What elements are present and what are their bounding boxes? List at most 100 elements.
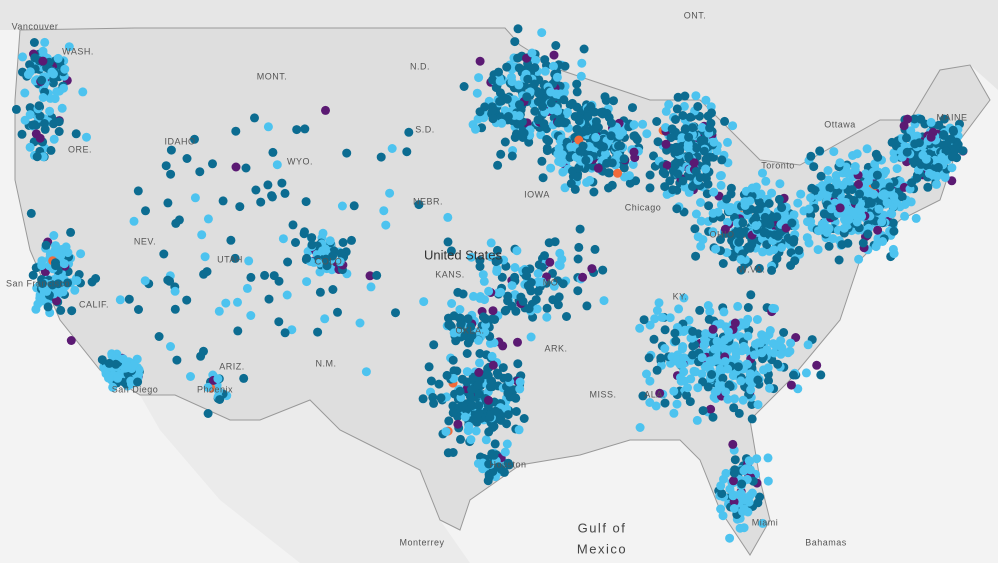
- location-dot: [385, 188, 395, 198]
- location-dot: [699, 146, 709, 156]
- location-dot: [619, 154, 629, 164]
- location-dot: [645, 183, 655, 193]
- location-dot: [751, 339, 760, 349]
- location-dot: [809, 162, 819, 172]
- location-dot: [531, 55, 541, 65]
- location-dot: [34, 101, 44, 111]
- state-label: OKLA.: [455, 325, 484, 335]
- location-dot: [753, 400, 763, 410]
- location-dot: [549, 50, 559, 60]
- location-dot: [708, 208, 718, 218]
- location-dot: [190, 193, 200, 203]
- location-dot: [475, 349, 485, 358]
- location-dot: [810, 185, 820, 195]
- location-dot: [900, 211, 910, 221]
- location-dot: [203, 214, 213, 224]
- location-dot: [826, 204, 836, 214]
- state-label: ALA.: [644, 389, 666, 399]
- location-dot: [129, 216, 139, 226]
- location-dot: [757, 348, 767, 358]
- location-dot: [660, 344, 670, 353]
- location-dot: [546, 163, 556, 173]
- location-dot: [52, 296, 61, 306]
- location-dot: [570, 184, 580, 194]
- location-dot: [923, 182, 933, 192]
- location-dot: [902, 147, 912, 157]
- location-dot: [387, 144, 397, 153]
- city-label: Chicago: [625, 202, 662, 212]
- location-dot: [251, 185, 261, 195]
- location-dot: [941, 146, 951, 156]
- location-dot: [944, 135, 954, 145]
- location-dot: [221, 298, 231, 308]
- location-dot: [730, 228, 740, 238]
- location-dot: [802, 233, 812, 243]
- location-dot: [537, 277, 547, 287]
- location-dot: [764, 376, 773, 386]
- location-dot: [542, 303, 552, 313]
- location-dot: [649, 151, 658, 161]
- location-dot: [492, 245, 502, 255]
- location-dot: [828, 234, 838, 244]
- location-dot: [29, 120, 39, 130]
- location-dot: [170, 286, 180, 296]
- location-dot: [740, 197, 750, 207]
- location-dot: [469, 291, 478, 301]
- location-dot: [812, 360, 822, 370]
- location-dot: [328, 285, 338, 294]
- location-dot: [897, 192, 907, 202]
- location-dot: [729, 468, 739, 478]
- location-dot: [932, 171, 942, 181]
- location-dot: [104, 358, 114, 368]
- location-dot: [480, 327, 490, 337]
- location-dot: [903, 114, 912, 124]
- location-dot: [754, 263, 764, 273]
- location-dot: [538, 173, 548, 183]
- location-dot: [577, 58, 587, 68]
- location-dot: [244, 256, 254, 266]
- location-dot: [455, 313, 465, 323]
- location-dot: [418, 394, 428, 404]
- location-dot: [503, 291, 513, 301]
- location-dot: [736, 265, 746, 275]
- location-dot: [667, 124, 677, 134]
- location-dot: [458, 401, 468, 411]
- location-dot: [709, 137, 719, 147]
- location-dot: [786, 380, 796, 390]
- location-dot: [277, 178, 287, 188]
- location-dot: [877, 217, 887, 227]
- location-dot: [683, 383, 692, 393]
- location-dot: [49, 231, 59, 240]
- location-dot: [687, 333, 697, 343]
- location-dot: [863, 229, 873, 239]
- location-dot: [436, 393, 446, 403]
- location-dot: [25, 110, 35, 120]
- location-dot: [708, 324, 718, 334]
- state-label: COLO.: [315, 256, 346, 266]
- location-dot: [28, 270, 38, 280]
- location-dot: [76, 249, 86, 259]
- location-dot: [752, 315, 762, 324]
- location-dot: [447, 299, 457, 308]
- location-dot: [701, 154, 711, 164]
- location-dot: [482, 370, 492, 380]
- location-dot: [737, 479, 747, 489]
- location-dot: [642, 369, 651, 379]
- location-dot: [660, 325, 670, 335]
- location-dot: [260, 270, 270, 280]
- location-dot: [720, 344, 730, 354]
- location-dot: [764, 330, 774, 340]
- location-dot: [590, 244, 600, 254]
- location-dot: [575, 224, 585, 234]
- location-dot: [578, 272, 588, 282]
- location-dot: [674, 304, 684, 314]
- location-dot: [553, 106, 563, 116]
- location-dot: [59, 83, 68, 93]
- location-dot: [488, 360, 498, 370]
- location-dot: [301, 197, 311, 207]
- location-dot: [514, 80, 524, 90]
- state-label: UTAH: [217, 254, 243, 264]
- location-dot: [787, 218, 797, 228]
- location-dot: [854, 179, 863, 189]
